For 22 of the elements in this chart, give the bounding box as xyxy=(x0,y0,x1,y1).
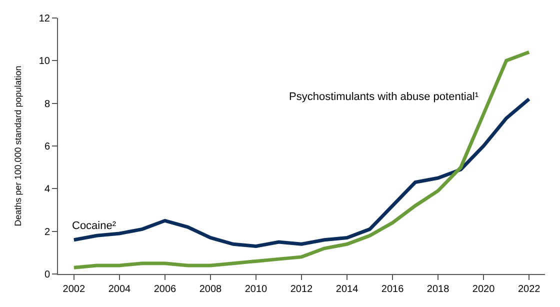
x-tick-label: 2020 xyxy=(472,284,496,295)
x-tick-label: 2016 xyxy=(381,284,404,295)
x-tick-label: 2022 xyxy=(518,284,541,295)
x-tick-label: 2004 xyxy=(108,284,131,295)
x-tick-label: 2006 xyxy=(154,284,177,295)
y-tick-label: 0 xyxy=(44,270,50,280)
x-tick-label: 2002 xyxy=(62,284,86,295)
x-tick-label: 2008 xyxy=(199,284,222,295)
line-series xyxy=(72,50,531,270)
y-tick-label: 12 xyxy=(38,14,50,24)
y-tick-label: 4 xyxy=(44,184,50,196)
series-label: Cocaine² xyxy=(72,220,116,232)
x-tick-label: 2010 xyxy=(244,284,268,295)
series-label: Psychostimulants with abuse potential¹ xyxy=(289,91,479,103)
x-tick-label: 2012 xyxy=(290,284,314,295)
y-tick-label: 6 xyxy=(44,142,50,152)
x-tick-label: 2018 xyxy=(426,284,450,295)
y-tick-label: 10 xyxy=(38,56,50,68)
x-tick-label: 2014 xyxy=(336,284,359,295)
y-axis-title: Deaths per 100,000 standard population xyxy=(13,66,24,226)
y-tick-label: 2 xyxy=(44,226,50,238)
y-tick-label: 8 xyxy=(44,98,50,110)
